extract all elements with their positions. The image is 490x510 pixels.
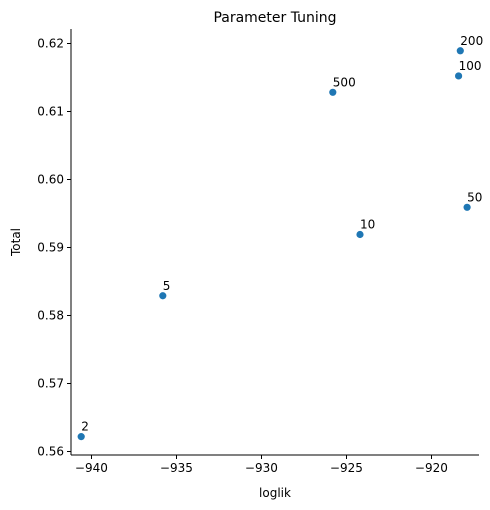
scatter-point [329, 89, 336, 96]
x-tick-label: −940 [75, 461, 108, 475]
y-tick-label: 0.61 [37, 104, 64, 118]
point-label: 10 [360, 218, 375, 232]
scatter-point [159, 292, 166, 299]
scatter-point [455, 72, 462, 79]
data-points: 2 5 10 50 100 200 500 [78, 34, 484, 440]
point-label: 2 [81, 420, 89, 434]
x-tick-label: −930 [245, 461, 278, 475]
point-label: 200 [460, 34, 483, 48]
x-tick-label: −920 [415, 461, 448, 475]
y-tick-label: 0.56 [37, 445, 64, 459]
x-axis-ticks: −940 −935 −930 −925 −920 [75, 455, 448, 475]
y-tick-label: 0.57 [37, 377, 64, 391]
point-label: 500 [333, 75, 356, 89]
y-tick-label: 0.58 [37, 308, 64, 322]
chart-title: Parameter Tuning [213, 10, 336, 26]
y-tick-label: 0.60 [37, 172, 64, 186]
point-label: 5 [163, 279, 171, 293]
y-tick-label: 0.62 [37, 36, 64, 50]
x-tick-label: −935 [160, 461, 193, 475]
scatter-point [464, 204, 471, 211]
scatter-point [78, 433, 85, 440]
y-axis-ticks: 0.56 0.57 0.58 0.59 0.60 0.61 0.62 [37, 36, 71, 458]
scatter-point [356, 231, 363, 238]
x-axis-label: loglik [259, 486, 291, 500]
point-label: 100 [459, 59, 482, 73]
y-tick-label: 0.59 [37, 240, 64, 254]
y-axis-label: Total [9, 228, 23, 257]
scatter-point [457, 47, 464, 54]
point-label: 50 [467, 190, 482, 204]
x-tick-label: −925 [330, 461, 363, 475]
